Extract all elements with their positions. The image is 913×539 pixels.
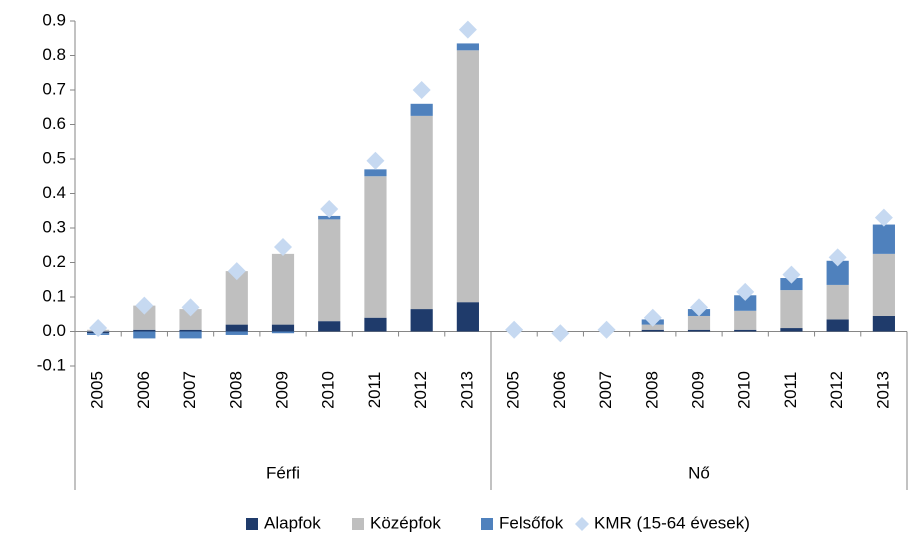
x-tick-label: 2006: [550, 371, 569, 409]
bar-segment: [225, 331, 248, 335]
bar-segment: [734, 329, 757, 332]
bar-segment: [133, 329, 156, 332]
y-tick-label: 0.1: [42, 286, 66, 305]
marker: [366, 151, 385, 170]
bar-segment: [410, 115, 433, 310]
y-tick-label: 0.6: [42, 114, 66, 133]
bar-segment: [318, 321, 341, 332]
legend-swatch: [575, 517, 589, 531]
bar-segment: [872, 253, 895, 316]
x-tick-label: 2011: [365, 372, 384, 409]
bar-segment: [271, 324, 295, 332]
legend-label: KMR (15-64 évesek): [594, 513, 750, 532]
x-tick-label: 2012: [827, 371, 846, 409]
marker: [551, 324, 570, 343]
bar-segment: [179, 309, 202, 330]
group-label: Férfi: [266, 463, 300, 482]
x-tick-label: 2007: [180, 371, 199, 409]
y-tick-label: 0.7: [42, 79, 66, 98]
y-tick-label: 0.3: [42, 217, 66, 236]
bar-segment: [734, 310, 757, 330]
marker: [135, 296, 154, 315]
bar-segment: [780, 278, 803, 291]
bar-segment: [456, 43, 479, 51]
bar-segment: [410, 309, 433, 332]
marker: [505, 320, 524, 339]
legend-label: Középfok: [370, 513, 441, 532]
x-tick-label: 2009: [272, 371, 291, 409]
bar-segment: [133, 331, 156, 339]
bar-segment: [780, 290, 803, 329]
x-tick-label: 2013: [457, 371, 476, 409]
y-tick-label: 0.5: [42, 148, 66, 167]
x-tick-label: 2008: [642, 371, 661, 409]
x-tick-label: 2010: [319, 371, 338, 409]
marker: [458, 20, 477, 39]
y-tick-label: 0.0: [42, 321, 66, 340]
x-tick-label: 2012: [411, 371, 430, 409]
bar-segment: [456, 50, 479, 303]
bar-segment: [780, 328, 803, 332]
bar-segment: [410, 103, 433, 116]
marker: [89, 319, 108, 338]
marker: [274, 237, 292, 256]
marker: [782, 265, 801, 284]
x-tick-label: 2009: [688, 371, 707, 409]
marker: [412, 81, 431, 99]
x-tick-label: 2006: [134, 371, 153, 409]
legend-label: Alapfok: [264, 513, 321, 532]
x-tick-label: 2011: [781, 372, 800, 409]
bar-segment: [364, 317, 387, 332]
y-tick-label: 0.2: [42, 252, 66, 271]
legend-swatch: [481, 518, 493, 530]
legend-swatch: [352, 518, 364, 530]
bar-segment: [456, 302, 479, 332]
marker: [874, 208, 893, 227]
bar-segment: [271, 331, 295, 334]
bar-segment: [872, 315, 895, 332]
marker: [643, 308, 662, 327]
marker: [320, 200, 339, 219]
y-tick-label: -0.1: [37, 355, 66, 374]
marker: [597, 320, 616, 339]
legend-label: Felsőfok: [499, 513, 564, 532]
bar-segment: [133, 305, 156, 330]
x-tick-label: 2005: [504, 371, 523, 409]
group-label: Nő: [688, 463, 710, 482]
bar-segment: [225, 271, 248, 325]
bar-segment: [687, 315, 711, 330]
legend-swatch: [246, 518, 258, 530]
marker: [736, 282, 755, 301]
bar-segment: [872, 224, 895, 254]
bar-segment: [826, 319, 849, 332]
x-tick-label: 2005: [88, 371, 107, 409]
bar-segment: [225, 324, 248, 332]
y-tick-label: 0.9: [42, 10, 66, 29]
bar-segment: [364, 169, 387, 177]
marker: [181, 298, 200, 317]
bar-segment: [641, 324, 664, 330]
x-tick-label: 2010: [735, 371, 754, 409]
x-tick-label: 2007: [596, 371, 615, 409]
bar-segment: [179, 331, 202, 339]
marker: [690, 298, 708, 317]
y-tick-label: 0.8: [42, 45, 66, 64]
bar-segment: [826, 284, 849, 320]
bar-segment: [271, 253, 295, 325]
bar-segment: [364, 176, 387, 318]
x-tick-label: 2008: [226, 371, 245, 409]
marker: [227, 262, 246, 281]
bar-segment: [734, 295, 757, 311]
x-tick-label: 2013: [873, 371, 892, 409]
y-tick-label: 0.4: [42, 183, 66, 202]
bar-segment: [179, 329, 202, 332]
marker: [828, 248, 847, 267]
bar-segment: [641, 329, 664, 332]
bar-segment: [826, 260, 849, 285]
bar-segment: [687, 329, 711, 332]
bar-segment: [318, 219, 341, 322]
